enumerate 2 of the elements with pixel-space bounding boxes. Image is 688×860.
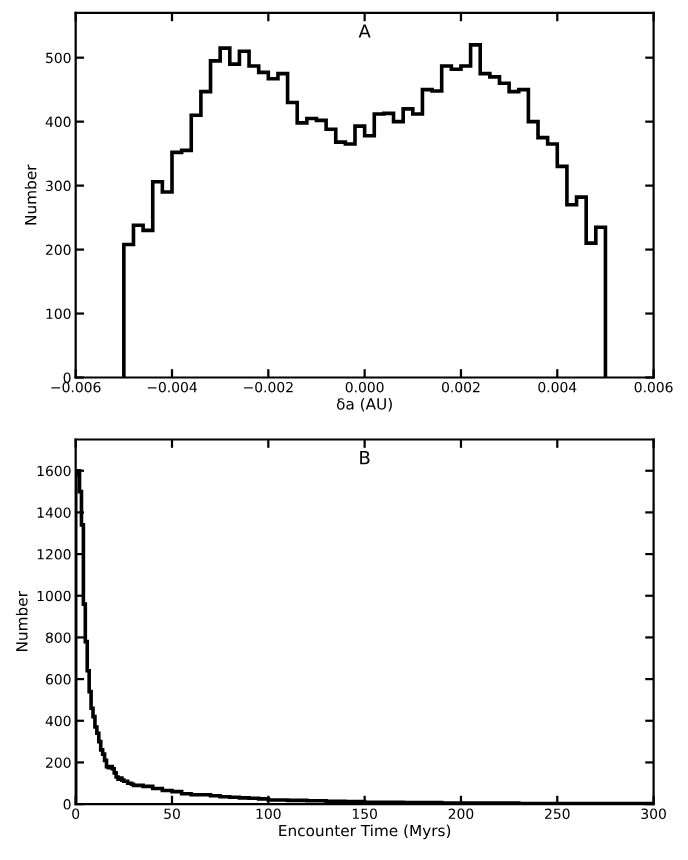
text: A — [358, 24, 371, 38]
text: B — [360, 450, 370, 465]
